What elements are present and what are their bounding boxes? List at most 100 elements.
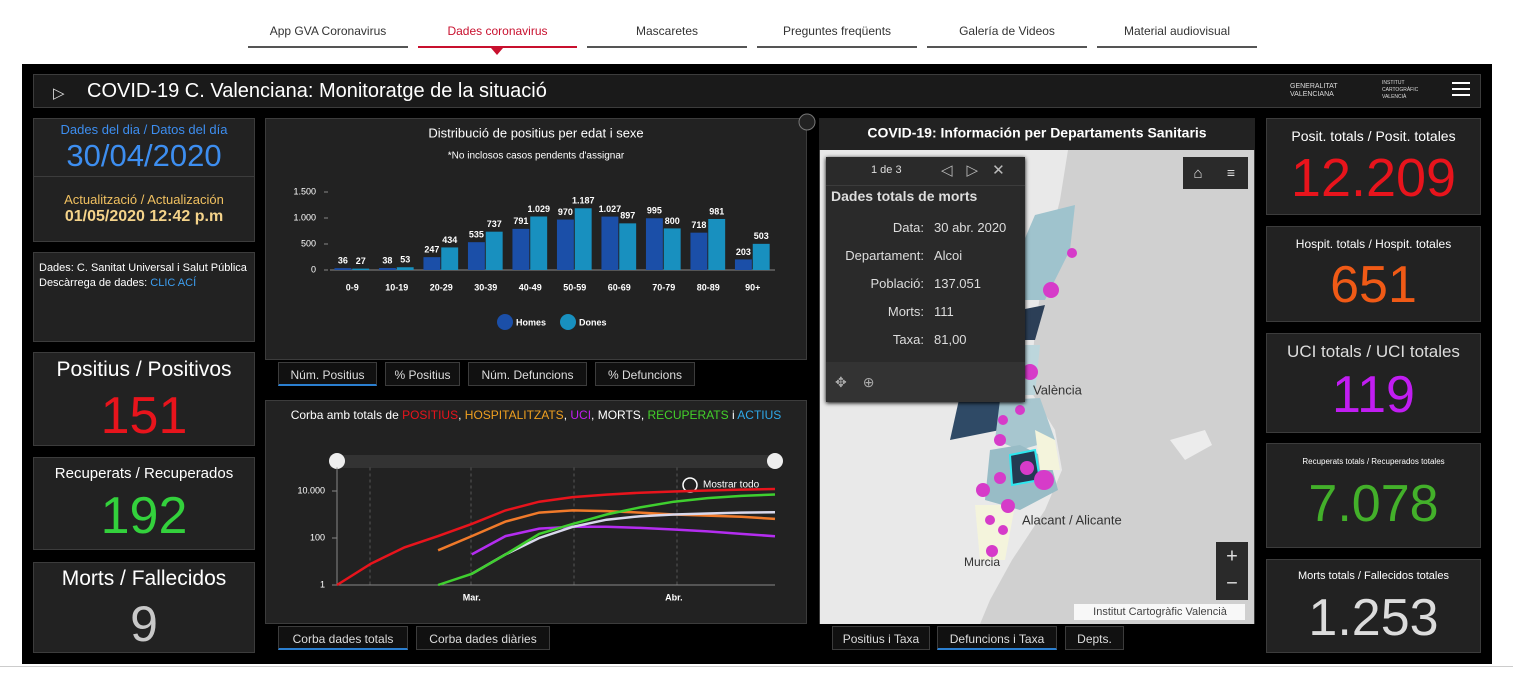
- title-part: ,: [458, 408, 465, 422]
- zoom-out[interactable]: −: [1226, 572, 1238, 594]
- field-value: 137.051: [934, 276, 981, 291]
- bar: [441, 247, 459, 270]
- value-label: 503: [754, 231, 769, 241]
- y-tick-label: 500: [301, 238, 316, 248]
- field-value: Alcoi: [934, 248, 963, 263]
- x-tick-label: 70-79: [652, 282, 675, 292]
- update-label: Actualització / Actualización: [64, 192, 224, 207]
- bar: [663, 228, 681, 270]
- total-value: 1.253: [1308, 589, 1439, 647]
- field-label: Data:: [892, 220, 924, 235]
- chart-subtitle: *No inclosos casos pendents d'assignar: [448, 151, 625, 162]
- legend-swatch: [497, 314, 513, 330]
- total-value: 651: [1330, 256, 1417, 314]
- zoom-in[interactable]: +: [1226, 545, 1238, 567]
- bar: [352, 268, 370, 270]
- nav-item[interactable]: Material audiovisual: [1097, 24, 1257, 48]
- nav-item[interactable]: App GVA Coronavirus: [248, 24, 408, 48]
- value-label: 203: [736, 247, 751, 257]
- map-tools[interactable]: [1183, 157, 1248, 189]
- menu-button[interactable]: [1452, 82, 1470, 96]
- field-label: Taxa:: [892, 332, 924, 347]
- kpi-panel: Recuperats / Recuperados 192: [33, 457, 255, 550]
- total-label: Posit. totals / Posit. totales: [1291, 128, 1456, 144]
- download-label: Descàrrega de dades:: [39, 277, 148, 289]
- total-value: 119: [1332, 366, 1415, 424]
- series-line: [336, 487, 776, 587]
- tab[interactable]: % Defuncions: [595, 362, 695, 386]
- total-panel: Posit. totals / Posit. totales 12.209: [1266, 118, 1481, 215]
- total-value: 12.209: [1290, 148, 1457, 208]
- value-label: 791: [513, 216, 528, 226]
- department: [975, 505, 1015, 560]
- slider-handle[interactable]: [767, 453, 783, 469]
- value-label: 36: [338, 256, 348, 266]
- y-tick-label: 1: [320, 579, 325, 589]
- tab[interactable]: Corba dades totals: [278, 626, 408, 650]
- update-value: 01/05/2020 12:42 p.m: [64, 208, 224, 225]
- nav-item[interactable]: Galería de Videos: [927, 24, 1087, 48]
- bar: [396, 267, 414, 270]
- x-tick-label: 50-59: [563, 282, 586, 292]
- kpi-label: Morts / Fallecidos: [61, 567, 227, 590]
- tab[interactable]: Positius i Taxa: [832, 626, 930, 650]
- popup-pager: 1 de 3: [871, 164, 902, 176]
- header-icon: ▷: [53, 85, 65, 102]
- department: [1020, 205, 1075, 300]
- map-dot: [976, 483, 990, 497]
- reset-zoom: Mostrar todo: [703, 480, 760, 491]
- map-dot: [1001, 499, 1015, 513]
- legend-label: Dones: [579, 317, 607, 327]
- tab[interactable]: Núm. Defuncions: [468, 362, 587, 386]
- separator: [34, 176, 254, 177]
- x-tick-label: 80-89: [697, 282, 720, 292]
- slider-handle[interactable]: [329, 453, 345, 469]
- x-tick-label: 60-69: [608, 282, 631, 292]
- zoom-control[interactable]: [1216, 542, 1248, 600]
- range-slider[interactable]: [330, 455, 780, 468]
- series-line: [471, 525, 776, 556]
- bar: [752, 243, 770, 270]
- expand-button[interactable]: [798, 113, 816, 131]
- home-icon[interactable]: ⌂: [1193, 165, 1202, 182]
- bar: [530, 216, 548, 270]
- y-tick-label: 10.000: [297, 485, 325, 495]
- kpi-value: 192: [100, 487, 188, 545]
- nav-item[interactable]: Preguntes freqüents: [757, 24, 917, 48]
- nav-item[interactable]: Dades coronavirus: [418, 24, 577, 48]
- logo-text: CARTOGRÀFIC: [1382, 87, 1419, 93]
- map-dot: [1020, 461, 1034, 475]
- map-title-bar: [819, 118, 1255, 150]
- logo-text: GENERALITAT: [1290, 83, 1338, 90]
- nav-item[interactable]: Mascaretes: [587, 24, 747, 48]
- bar: [512, 228, 530, 270]
- header: ▷ COVID-19 C. Valenciana: Monitoratge de…: [33, 74, 1481, 108]
- legend-swatch: [560, 314, 576, 330]
- kpi-panel: Morts / Fallecidos 9: [33, 562, 255, 653]
- title-part: , MORTS,: [591, 408, 647, 422]
- popup-nav[interactable]: ◁▷✕: [941, 162, 1019, 179]
- place-label: València: [1033, 382, 1083, 397]
- map-dot: [1015, 405, 1025, 415]
- kpi-value: 151: [100, 387, 188, 445]
- value-label: 995: [647, 206, 662, 216]
- tab[interactable]: Depts.: [1065, 626, 1124, 650]
- field-label: Morts:: [887, 304, 924, 319]
- tab[interactable]: Corba dades diàries: [416, 626, 550, 650]
- menu-line: [1452, 88, 1470, 90]
- title-part: RECUPERATS: [647, 408, 728, 422]
- legend-icon[interactable]: ≡: [1227, 165, 1235, 181]
- download-link[interactable]: CLIC ACÍ: [150, 277, 197, 289]
- tab[interactable]: Núm. Positius: [278, 362, 377, 386]
- tab[interactable]: % Positius: [385, 362, 460, 386]
- value-label: 27: [356, 256, 366, 266]
- map-dot: [986, 545, 998, 557]
- value-label: 1.027: [599, 204, 622, 214]
- bar: [734, 259, 752, 270]
- tab[interactable]: Defuncions i Taxa: [937, 626, 1057, 650]
- popup-toolbar[interactable]: ✥⊕: [826, 362, 1025, 402]
- value-label: 53: [400, 255, 410, 265]
- value-label: 800: [665, 216, 680, 226]
